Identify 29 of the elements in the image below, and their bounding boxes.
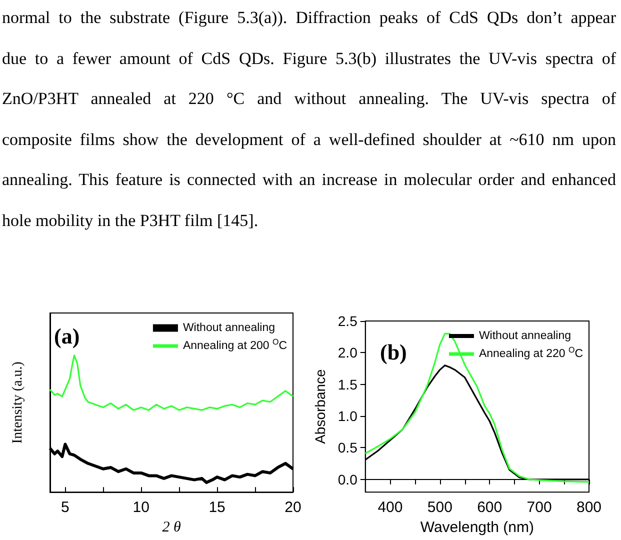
y-tick-label: 1.0 <box>338 408 358 424</box>
text: composite films show the development of a well-defined shoulder at ~610 nm upon <box>2 130 616 150</box>
x-axis-title: Wavelength (nm) <box>420 519 534 536</box>
text: ZnO/P3HT annealed at 220 °C and without annealing. The UV-vis spectra of <box>2 89 616 109</box>
y-tick-label: 1.5 <box>338 376 358 392</box>
text: hole mobility in the P3HT film [145]. <box>2 210 260 230</box>
text: normal to the substrate (Figure 5.3(a)). Diffraction peaks of CdS QDs don’t appear <box>2 8 616 28</box>
x-tick-label: 500 <box>427 499 452 516</box>
y-tick-label: 0.5 <box>338 440 358 456</box>
x-axis-title: 2 θ <box>162 520 182 536</box>
annotation: (b) <box>380 340 407 364</box>
x-tick-label: 600 <box>477 499 502 516</box>
x-tick-label: 700 <box>526 499 552 516</box>
x-tick-label: 10 <box>132 499 150 516</box>
y-tick-label: 2.5 <box>338 313 358 329</box>
text: (a) <box>54 324 80 348</box>
text: annealing. This feature is connected with an increase in molecular order and enhanced <box>2 170 616 190</box>
x-tick-label: 15 <box>208 499 226 516</box>
x-tick-label: 800 <box>576 499 602 516</box>
x-tick-label: 5 <box>61 499 70 516</box>
y-axis-title: Intensity (a.u.) <box>10 361 26 444</box>
text: due to a fewer amount of CdS QDs. Figure 5.3(b) illustrates the UV-vis spectra of <box>2 48 616 68</box>
x-tick-label: 400 <box>378 499 403 516</box>
y-tick-label: 0.0 <box>338 471 358 488</box>
legend-label: Without annealing <box>478 330 572 342</box>
y-axis-title: Absorbance <box>312 368 328 444</box>
legend-label: Without annealing <box>182 322 276 334</box>
y-tick-label: 2.0 <box>338 344 358 361</box>
x-tick-label: 20 <box>284 499 302 516</box>
